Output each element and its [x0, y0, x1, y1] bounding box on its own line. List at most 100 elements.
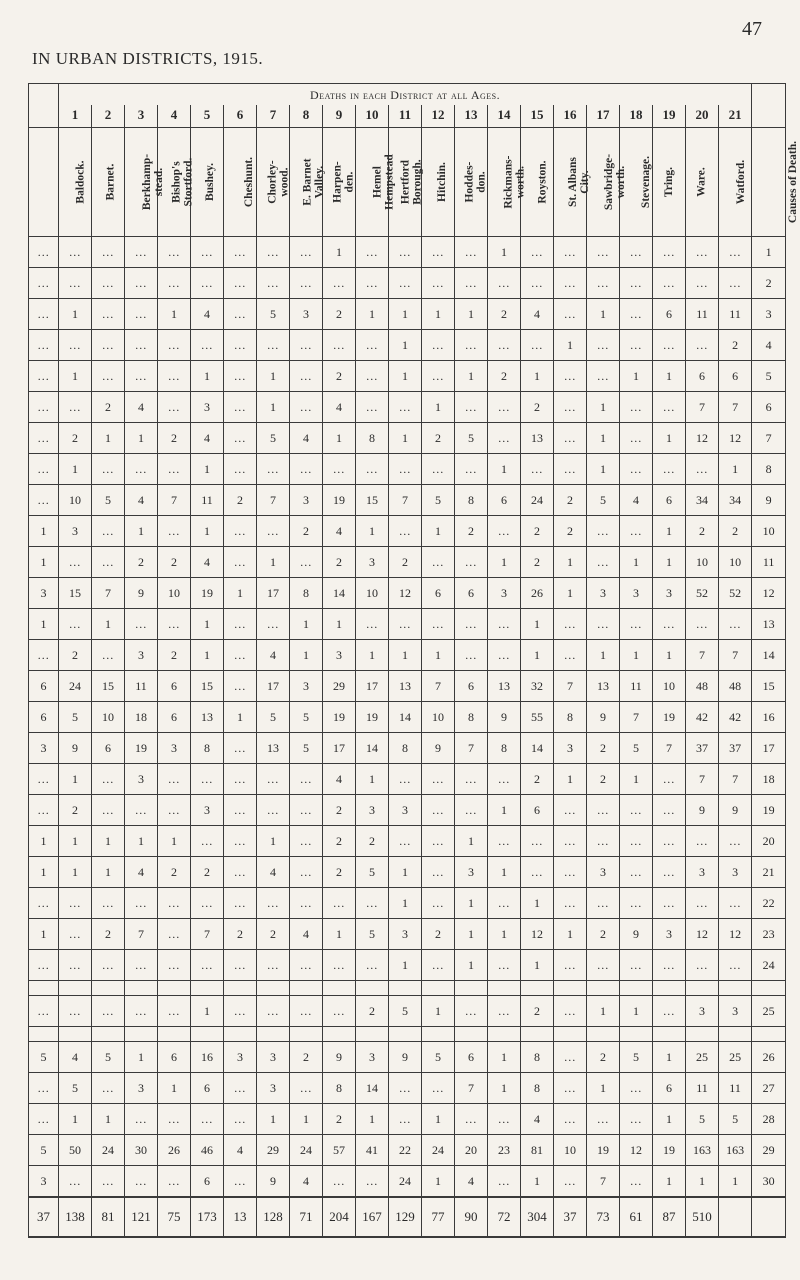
- data-cell: …: [653, 237, 686, 268]
- data-cell: …: [158, 950, 191, 981]
- data-cell: 1: [455, 888, 488, 919]
- data-cell: 4: [191, 423, 224, 454]
- title-line: IN URBAN DISTRICTS, 1915.: [32, 49, 772, 69]
- data-cell: …: [59, 392, 92, 423]
- data-cell: 1: [620, 547, 653, 578]
- data-cell: 5: [92, 485, 125, 516]
- table-row: 3961938…13517148978143257373717: [29, 733, 786, 764]
- data-cell: 1: [323, 609, 356, 640]
- data-cell: …: [521, 237, 554, 268]
- column-label: Ware.: [686, 128, 719, 237]
- data-cell: 2: [224, 919, 257, 950]
- table-caption: Deaths in each District at all Ages.: [59, 84, 752, 106]
- data-cell: 1: [554, 330, 587, 361]
- data-cell: …: [125, 996, 158, 1027]
- data-cell: …: [29, 1073, 59, 1104]
- data-cell: 1: [323, 919, 356, 950]
- data-cell: 5: [59, 1073, 92, 1104]
- data-cell: 3: [257, 1073, 290, 1104]
- data-cell: …: [29, 237, 59, 268]
- data-cell: …: [686, 950, 719, 981]
- data-cell: 2: [554, 485, 587, 516]
- data-cell: 19: [125, 733, 158, 764]
- data-cell: …: [620, 857, 653, 888]
- data-cell: 11: [125, 671, 158, 702]
- data-cell: 1: [488, 795, 521, 826]
- data-cell: …: [356, 330, 389, 361]
- data-cell: …: [488, 888, 521, 919]
- data-cell: …: [587, 888, 620, 919]
- totals-cell: 128: [257, 1197, 290, 1237]
- data-cell: 1: [191, 996, 224, 1027]
- data-cell: …: [224, 268, 257, 299]
- data-cell: 4: [191, 547, 224, 578]
- data-cell: …: [125, 795, 158, 826]
- data-cell: …: [158, 516, 191, 547]
- data-cell: 1: [686, 1166, 719, 1198]
- data-cell: 3: [719, 996, 752, 1027]
- page: 4 7 IN URBAN DISTRICTS, 1915. Deaths in e…: [0, 0, 800, 1280]
- data-cell: 12: [521, 919, 554, 950]
- data-cell: 2: [323, 795, 356, 826]
- data-cell: …: [125, 609, 158, 640]
- data-cell: …: [290, 996, 323, 1027]
- data-cell: …: [29, 996, 59, 1027]
- table-row: 11111……1…22……1……………………20: [29, 826, 786, 857]
- data-cell: 1: [554, 578, 587, 609]
- data-cell: …: [686, 454, 719, 485]
- data-cell: …: [488, 268, 521, 299]
- data-cell: 8: [488, 733, 521, 764]
- data-cell: …: [290, 547, 323, 578]
- data-cell: 11: [620, 671, 653, 702]
- data-cell: …: [389, 454, 422, 485]
- data-cell: …: [389, 826, 422, 857]
- table-row: ……………………………1…1…1………………24: [29, 950, 786, 981]
- data-cell: 3: [29, 578, 59, 609]
- column-label: Hoddes-don.: [455, 128, 488, 237]
- table-row: …1…3……………41…………2121…7718: [29, 764, 786, 795]
- table-row: 6241511615…1732917137613327131110484815: [29, 671, 786, 702]
- data-cell: 5: [29, 1135, 59, 1166]
- data-cell: …: [191, 950, 224, 981]
- data-cell: …: [257, 454, 290, 485]
- data-cell: …: [686, 888, 719, 919]
- data-cell: …: [191, 237, 224, 268]
- data-cell: 1: [257, 1104, 290, 1135]
- data-cell: …: [257, 795, 290, 826]
- data-cell: …: [158, 1104, 191, 1135]
- data-cell: 8: [191, 733, 224, 764]
- data-cell: 2: [158, 640, 191, 671]
- data-cell: 17: [356, 671, 389, 702]
- totals-cell: 37: [29, 1197, 59, 1237]
- data-cell: 3: [587, 857, 620, 888]
- data-cell: …: [224, 795, 257, 826]
- data-cell: 34: [686, 485, 719, 516]
- data-cell: …: [92, 361, 125, 392]
- data-cell: 1: [653, 423, 686, 454]
- data-cell: …: [323, 996, 356, 1027]
- data-cell: …: [686, 609, 719, 640]
- data-cell: 7: [389, 485, 422, 516]
- data-cell: 9: [719, 795, 752, 826]
- cause-number-cell: 9: [752, 485, 786, 516]
- data-cell: 9: [488, 702, 521, 733]
- data-cell: …: [554, 888, 587, 919]
- data-cell: 1: [620, 996, 653, 1027]
- data-cell: …: [59, 268, 92, 299]
- data-cell: 10: [719, 547, 752, 578]
- data-cell: …: [356, 392, 389, 423]
- data-cell: 1: [422, 392, 455, 423]
- data-cell: 1: [92, 826, 125, 857]
- data-cell: 1: [521, 888, 554, 919]
- data-cell: 10: [653, 671, 686, 702]
- cause-number-cell: 10: [752, 516, 786, 547]
- data-cell: …: [224, 950, 257, 981]
- data-cell: 15: [92, 671, 125, 702]
- data-cell: 3: [323, 640, 356, 671]
- data-cell: 1: [488, 919, 521, 950]
- data-cell: 8: [455, 485, 488, 516]
- data-cell: 37: [686, 733, 719, 764]
- data-cell: 2: [488, 299, 521, 330]
- data-cell: …: [521, 330, 554, 361]
- data-cell: 1: [653, 640, 686, 671]
